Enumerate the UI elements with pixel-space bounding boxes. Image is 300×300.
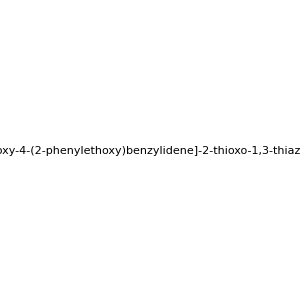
Text: 5-[3-methoxy-4-(2-phenylethoxy)benzylidene]-2-thioxo-1,3-thiazolidin-4-one: 5-[3-methoxy-4-(2-phenylethoxy)benzylide… [0, 146, 300, 157]
